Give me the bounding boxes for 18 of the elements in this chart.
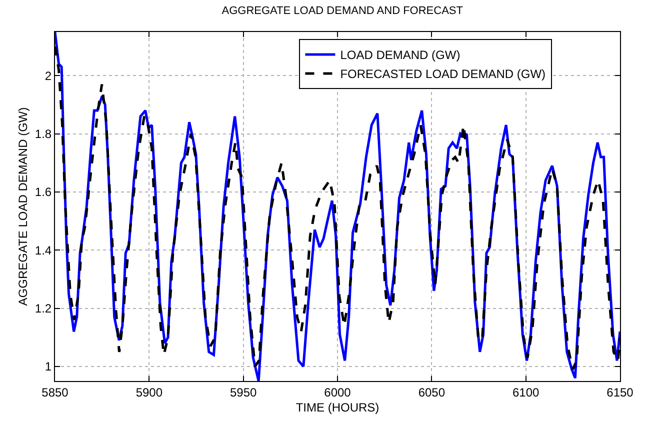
y-tick-label: 1: [44, 360, 52, 374]
legend-label: LOAD DEMAND (GW): [340, 48, 460, 62]
chart-title: AGGREGATE LOAD DEMAND AND FORECAST: [222, 5, 464, 18]
x-tick-label: 6150: [606, 385, 634, 400]
x-tick-label: 6100: [512, 385, 540, 400]
legend-label: FORECASTED LOAD DEMAND (GW): [340, 67, 546, 82]
y-tick-label: 1.4: [34, 243, 52, 258]
y-tick-label: 1.6: [34, 185, 52, 200]
x-tick-label: 6050: [418, 385, 446, 400]
y-tick-label: 1.2: [34, 301, 52, 316]
x-tick-label: 5850: [42, 385, 69, 400]
x-tick-label: 5900: [136, 385, 163, 400]
x-tick-label: 6000: [324, 385, 352, 400]
x-axis-title: TIME (HOURS): [296, 400, 380, 414]
y-tick-label: 2: [44, 68, 52, 83]
y-axis-title: AGGREGATE LOAD DEMAND (GW): [16, 107, 30, 306]
y-tick-label: 1.8: [34, 126, 52, 141]
x-tick-label: 5950: [230, 385, 257, 400]
